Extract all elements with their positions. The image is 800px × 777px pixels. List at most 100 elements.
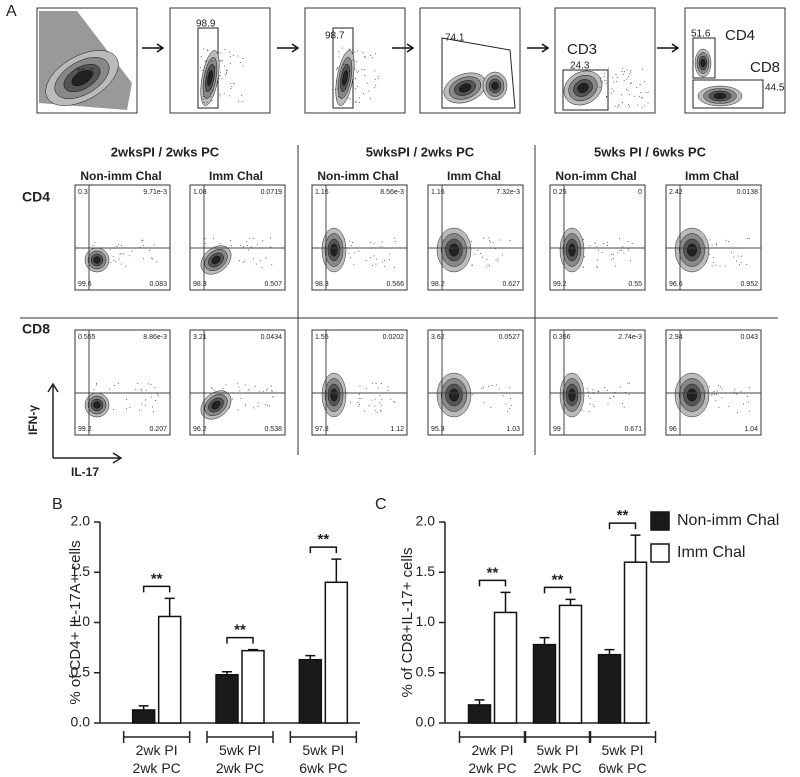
event-dot: [645, 92, 647, 94]
event-dot: [501, 254, 503, 256]
event-dot: [138, 409, 140, 411]
event-dot: [380, 410, 382, 412]
event-dot: [721, 397, 723, 399]
quadrant-value: 1.08: [193, 189, 207, 196]
quadrant-value: 98.3: [193, 281, 207, 288]
event-dot: [480, 252, 482, 254]
quadrant-value: 0: [638, 189, 642, 196]
event-dot: [268, 405, 270, 407]
event-dot: [603, 73, 605, 75]
event-dot: [220, 95, 222, 97]
event-dot: [221, 78, 223, 80]
event-dot: [116, 246, 118, 248]
event-dot: [509, 239, 511, 241]
event-dot: [496, 384, 498, 386]
event-dot: [481, 388, 483, 390]
event-dot: [727, 240, 729, 242]
quadrant-value: 0.538: [264, 426, 282, 433]
event-dot: [230, 240, 232, 242]
significance-label: **: [487, 564, 499, 581]
event-dot: [204, 71, 206, 73]
event-dot: [368, 404, 370, 406]
quadrant-value: 0.0138: [737, 189, 759, 196]
event-dot: [350, 245, 352, 247]
quadrant-value: 3.21: [193, 334, 207, 341]
event-dot: [582, 267, 584, 269]
event-dot: [156, 261, 158, 263]
event-dot: [603, 75, 605, 77]
event-dot: [358, 397, 360, 399]
quadrant-value: 0.627: [502, 281, 520, 288]
event-dot: [244, 260, 246, 262]
event-dot: [628, 394, 630, 396]
x-tick-label: 5wk PI 2wk PC: [533, 742, 582, 776]
event-dot: [349, 70, 351, 72]
bar: [131, 709, 156, 724]
x-tick-label: 5wk PI 6wk PC: [299, 742, 348, 776]
quadrant-value: 3.62: [431, 334, 445, 341]
event-dot: [740, 262, 742, 264]
event-dot: [222, 387, 224, 389]
event-dot: [219, 93, 221, 95]
event-dot: [351, 241, 353, 243]
quadrant-value: 99.6: [78, 281, 92, 288]
quadrant-value: 0.671: [624, 426, 642, 433]
event-dot: [369, 241, 371, 243]
event-dot: [349, 49, 351, 51]
event-dot: [618, 104, 620, 106]
event-dot: [269, 246, 271, 248]
significance-bracket: [309, 546, 338, 554]
event-dot: [719, 265, 721, 267]
event-dot: [225, 384, 227, 386]
event-dot: [242, 57, 244, 59]
event-dot: [364, 55, 366, 57]
event-dot: [613, 90, 615, 92]
event-dot: [594, 242, 596, 244]
event-dot: [232, 54, 234, 56]
event-dot: [363, 93, 365, 95]
quadrant-value: 0.507: [264, 281, 282, 288]
axis-arrows: [47, 382, 123, 464]
category-bracket: [588, 731, 657, 743]
quadrant-value: 2.94: [669, 334, 683, 341]
event-dot: [219, 74, 221, 76]
event-dot: [639, 83, 641, 85]
event-dot: [200, 55, 202, 57]
event-dot: [354, 68, 356, 70]
event-dot: [207, 49, 209, 51]
column-subtitle: Imm Chal: [685, 169, 739, 183]
event-dot: [357, 401, 359, 403]
event-dot: [257, 402, 259, 404]
column-title: 2wksPI / 2wks PC: [111, 144, 220, 159]
event-dot: [238, 100, 240, 102]
event-dot: [393, 267, 395, 269]
event-dot: [371, 265, 373, 267]
quadrant-value: 99.2: [78, 426, 92, 433]
event-dot: [712, 257, 714, 259]
bar: [493, 611, 518, 724]
gate-value: 98.7: [325, 31, 345, 42]
event-dot: [204, 60, 206, 62]
event-dot: [207, 101, 209, 103]
event-dot: [353, 252, 355, 254]
bar: [241, 649, 265, 724]
event-dot: [733, 391, 735, 393]
density-contour: [700, 58, 706, 68]
event-dot: [252, 237, 254, 239]
event-dot: [204, 238, 206, 240]
event-dot: [360, 397, 362, 399]
event-dot: [355, 77, 357, 79]
event-dot: [241, 94, 243, 96]
density-contour: [93, 401, 101, 409]
event-dot: [625, 391, 627, 393]
event-dot: [368, 90, 370, 92]
event-dot: [204, 242, 206, 244]
event-dot: [233, 82, 235, 84]
event-dot: [623, 252, 625, 254]
event-dot: [237, 55, 239, 57]
significance-bracket: [543, 586, 572, 594]
event-dot: [212, 237, 214, 239]
event-dot: [238, 386, 240, 388]
event-dot: [365, 260, 367, 262]
significance-bracket: [142, 585, 171, 593]
